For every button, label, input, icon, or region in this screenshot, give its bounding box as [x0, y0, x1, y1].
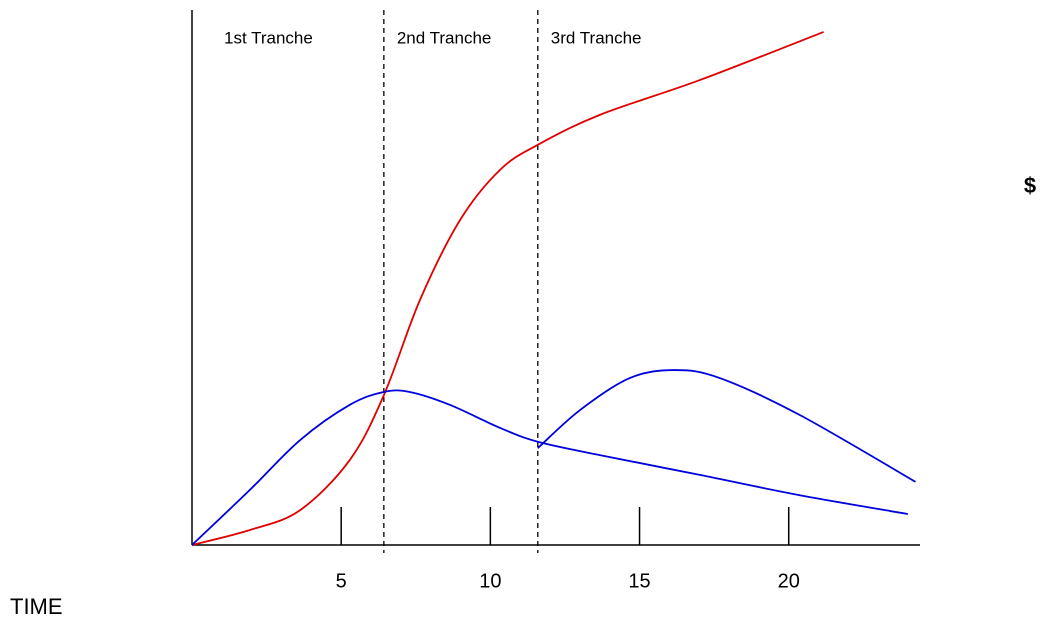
x-tick-label: 20 [778, 570, 800, 592]
line [191, 389, 908, 546]
y-axis-label: $ [1024, 173, 1036, 198]
x-axis-label: TIME [10, 594, 63, 619]
x-tick-label: 15 [628, 570, 650, 592]
tranche-label: 2nd Tranche [397, 28, 492, 47]
tranche-label: 1st Tranche [224, 28, 313, 47]
x-tick-label: 5 [336, 570, 347, 592]
tranche-label: 3rd Tranche [551, 28, 642, 47]
line [537, 369, 916, 483]
x-tick-label: 10 [479, 570, 501, 592]
line [191, 31, 824, 546]
